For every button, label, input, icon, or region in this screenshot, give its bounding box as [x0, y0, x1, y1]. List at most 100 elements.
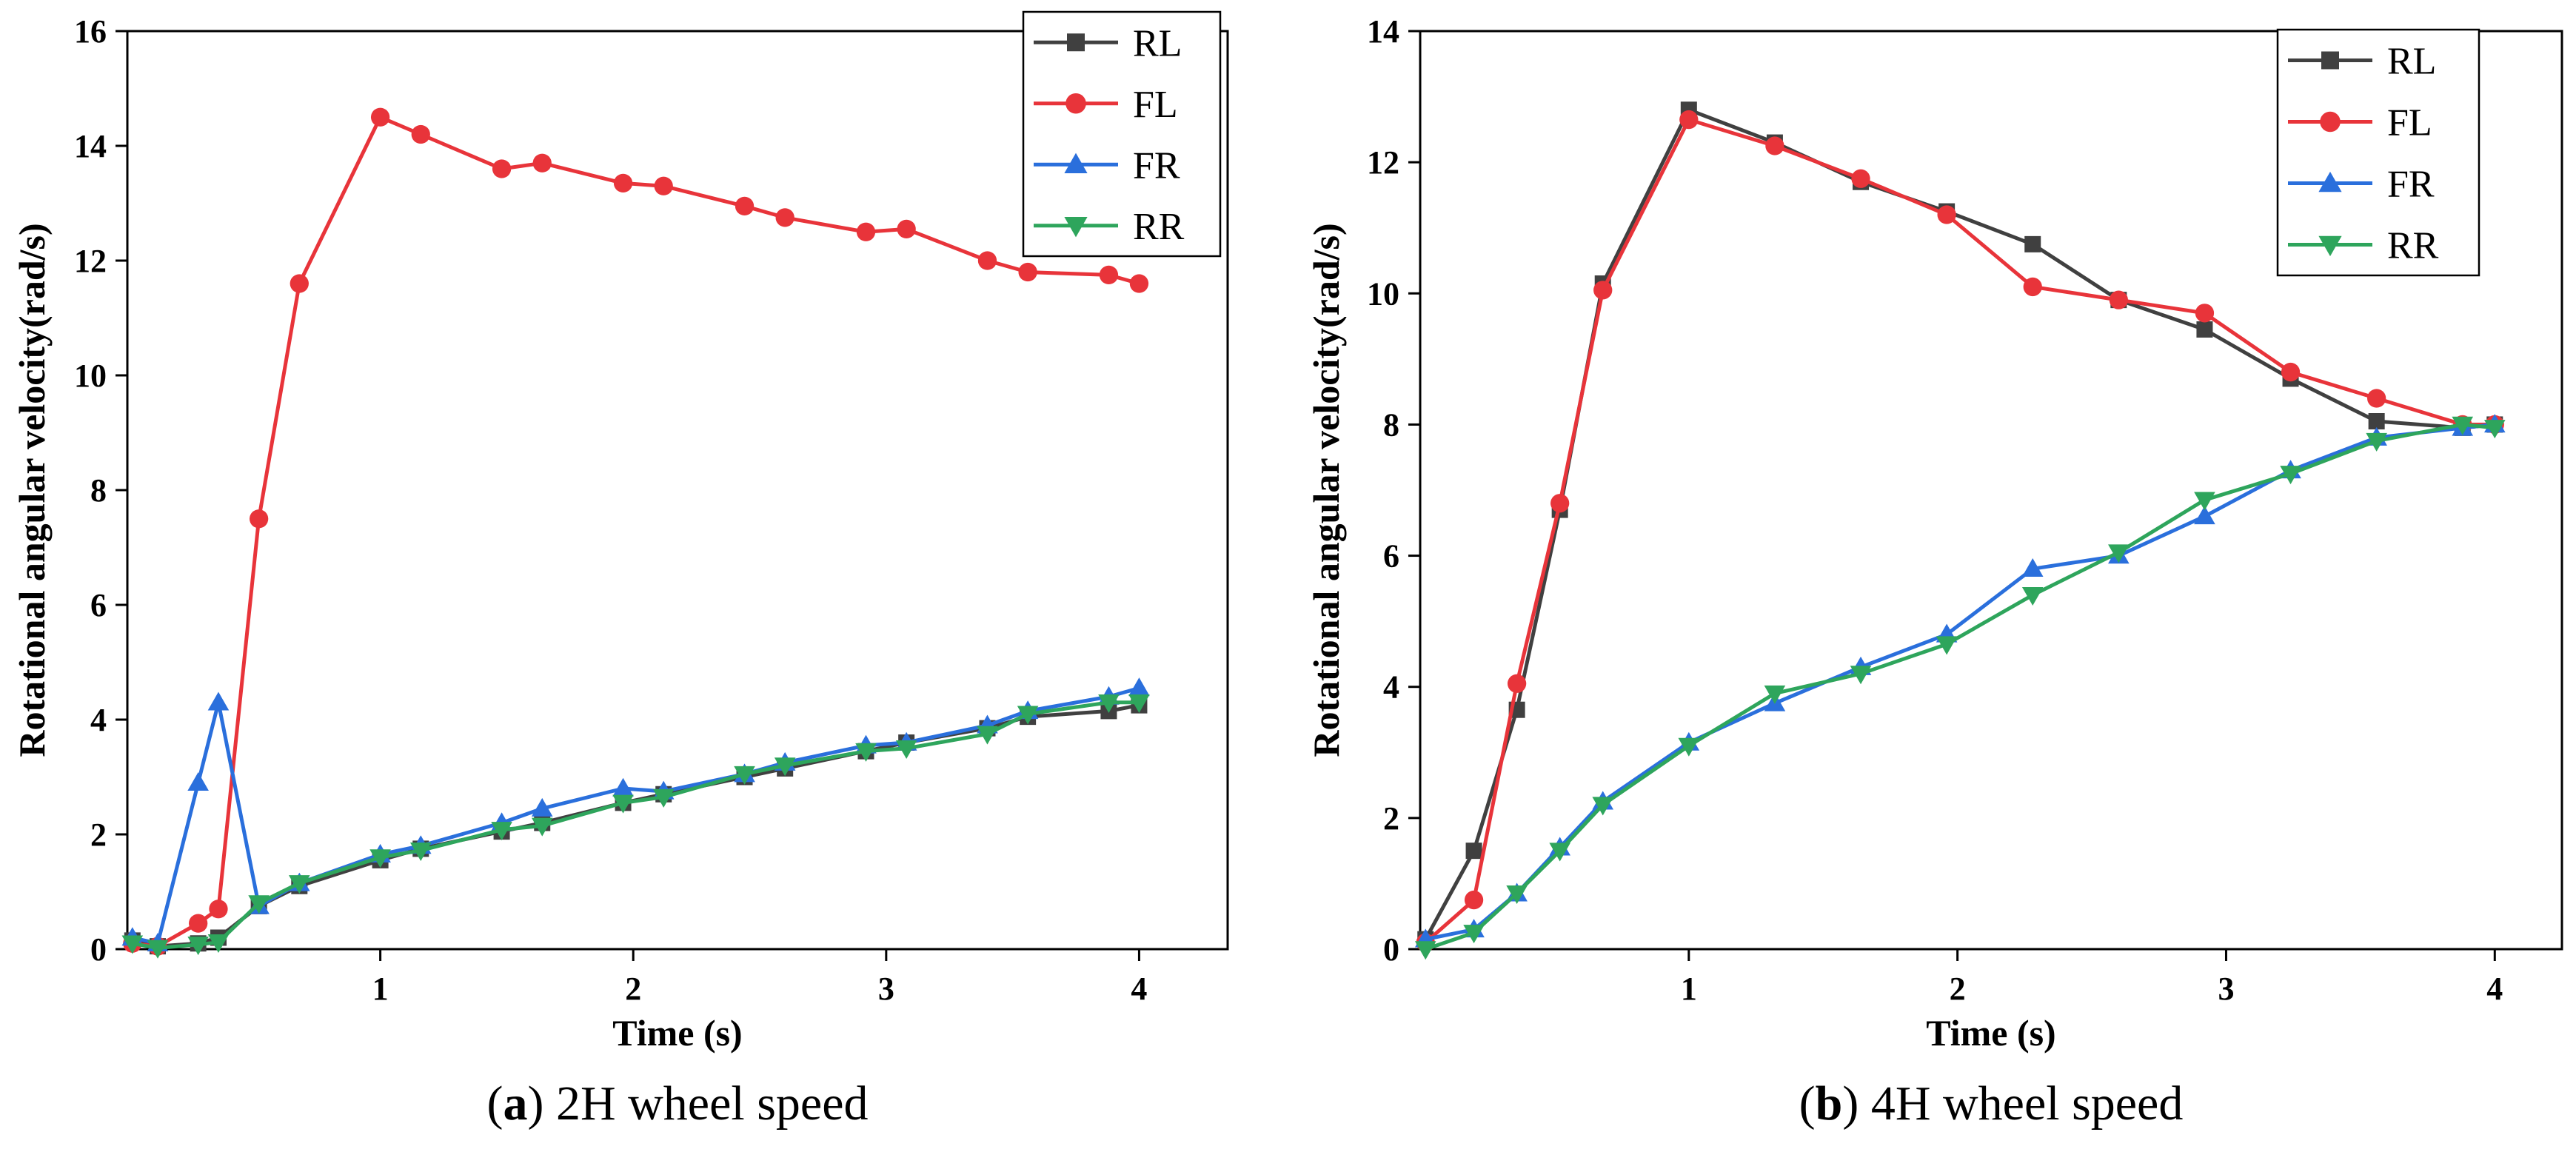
y-axis-label: Rotational angular velocity(rad/s) — [1305, 223, 1347, 757]
data-point — [207, 691, 230, 711]
data-point — [2483, 420, 2506, 439]
legend-box — [2276, 28, 2480, 277]
legend: RL FL FR RR — [2276, 28, 2480, 277]
legend-item-fl: FL — [1034, 84, 1178, 126]
data-point — [531, 797, 553, 817]
legend-item-rr: RR — [1034, 206, 1185, 248]
data-point — [774, 757, 796, 777]
data-point — [977, 726, 998, 745]
x-tick-label: 2 — [1950, 971, 1966, 1007]
data-point — [895, 740, 917, 760]
legend-item-rl: RL — [1034, 22, 1182, 64]
data-point — [121, 935, 144, 954]
triangle-up-marker-icon — [1064, 153, 1088, 173]
legend-label: FL — [2387, 102, 2432, 144]
series-line — [1425, 422, 2495, 951]
data-point — [531, 817, 553, 837]
x-axis-label: Time (s) — [1926, 1012, 2055, 1054]
data-point — [1549, 843, 1570, 862]
y-tick-label: 12 — [1367, 144, 1399, 181]
y-tick-label: 6 — [1383, 538, 1399, 575]
data-point — [735, 196, 755, 216]
legend-label: FR — [1133, 144, 1180, 187]
data-point — [369, 849, 391, 868]
legend-label: FR — [2387, 164, 2435, 206]
series-line — [132, 115, 1140, 948]
data-point — [370, 107, 390, 127]
x-tick-label: 4 — [2486, 971, 2503, 1007]
series-line — [1425, 422, 2495, 942]
y-tick-label: 0 — [1383, 931, 1399, 968]
data-point — [1850, 666, 1872, 685]
y-tick-label: 16 — [74, 13, 107, 50]
data-point — [1464, 890, 1484, 910]
data-point — [409, 842, 432, 861]
y-tick-label: 8 — [90, 472, 107, 509]
data-point — [1678, 737, 1700, 757]
legend-label: FL — [1133, 84, 1178, 126]
legend-box — [1022, 10, 1222, 258]
data-point — [187, 771, 209, 791]
data-point — [612, 794, 634, 814]
data-point — [1937, 205, 1956, 224]
data-point — [2195, 304, 2215, 323]
data-point — [897, 219, 916, 239]
legend-label: RR — [1133, 206, 1185, 248]
x-tick-label: 3 — [878, 971, 894, 1007]
y-tick-label: 0 — [90, 931, 107, 968]
y-tick-label: 2 — [1383, 800, 1399, 837]
series-line — [132, 686, 1140, 945]
x-axis-label: Time (s) — [612, 1012, 742, 1054]
legend-label: RL — [1133, 22, 1182, 64]
series-rr — [1414, 416, 2506, 960]
data-point — [1592, 797, 1614, 816]
data-point — [775, 208, 794, 227]
data-point — [207, 934, 230, 953]
panel-caption: (a) 2H wheel speed — [487, 1076, 869, 1131]
legend-item-fr: FR — [2288, 164, 2435, 206]
data-point — [1098, 694, 1120, 714]
data-point — [2109, 290, 2128, 309]
data-point — [1414, 941, 1436, 960]
data-point — [652, 788, 675, 808]
legend: RL FL FR RR — [1022, 10, 1222, 258]
circle-marker-icon — [1065, 93, 1086, 114]
data-point — [2194, 506, 2215, 525]
legend-item-fr: FR — [1034, 144, 1180, 187]
data-point — [147, 940, 169, 959]
data-point — [1099, 265, 1119, 285]
data-point — [1679, 110, 1699, 130]
y-tick-label: 14 — [1367, 13, 1399, 50]
series-rl — [124, 697, 1148, 955]
data-point — [2194, 492, 2215, 511]
triangle-down-marker-icon — [1064, 217, 1088, 238]
x-tick-label: 1 — [372, 971, 389, 1007]
data-point — [411, 124, 430, 144]
y-axis-label: Rotational angular velocity(rad/s) — [11, 223, 53, 757]
legend-label: RR — [2387, 225, 2439, 267]
series-rr — [121, 694, 1150, 959]
data-point — [856, 222, 876, 241]
data-point — [2366, 432, 2387, 452]
y-tick-label: 14 — [74, 128, 107, 164]
plot-frame — [1419, 30, 2563, 951]
y-tick-label: 12 — [74, 243, 107, 279]
series-fr — [1414, 414, 2506, 948]
x-tick-label: 1 — [1681, 971, 1697, 1007]
data-point — [492, 159, 512, 178]
data-point — [532, 153, 552, 173]
data-point — [2367, 389, 2386, 408]
data-point — [1128, 677, 1150, 697]
square-marker-icon — [2321, 51, 2339, 70]
x-tick-label: 3 — [2218, 971, 2234, 1007]
data-point — [209, 900, 228, 919]
y-tick-label: 10 — [1367, 275, 1399, 312]
data-point — [2021, 557, 2044, 577]
y-tick-label: 8 — [1383, 406, 1399, 443]
data-point — [977, 251, 997, 270]
data-point — [734, 766, 755, 785]
legend-item-rr: RR — [2288, 225, 2439, 267]
